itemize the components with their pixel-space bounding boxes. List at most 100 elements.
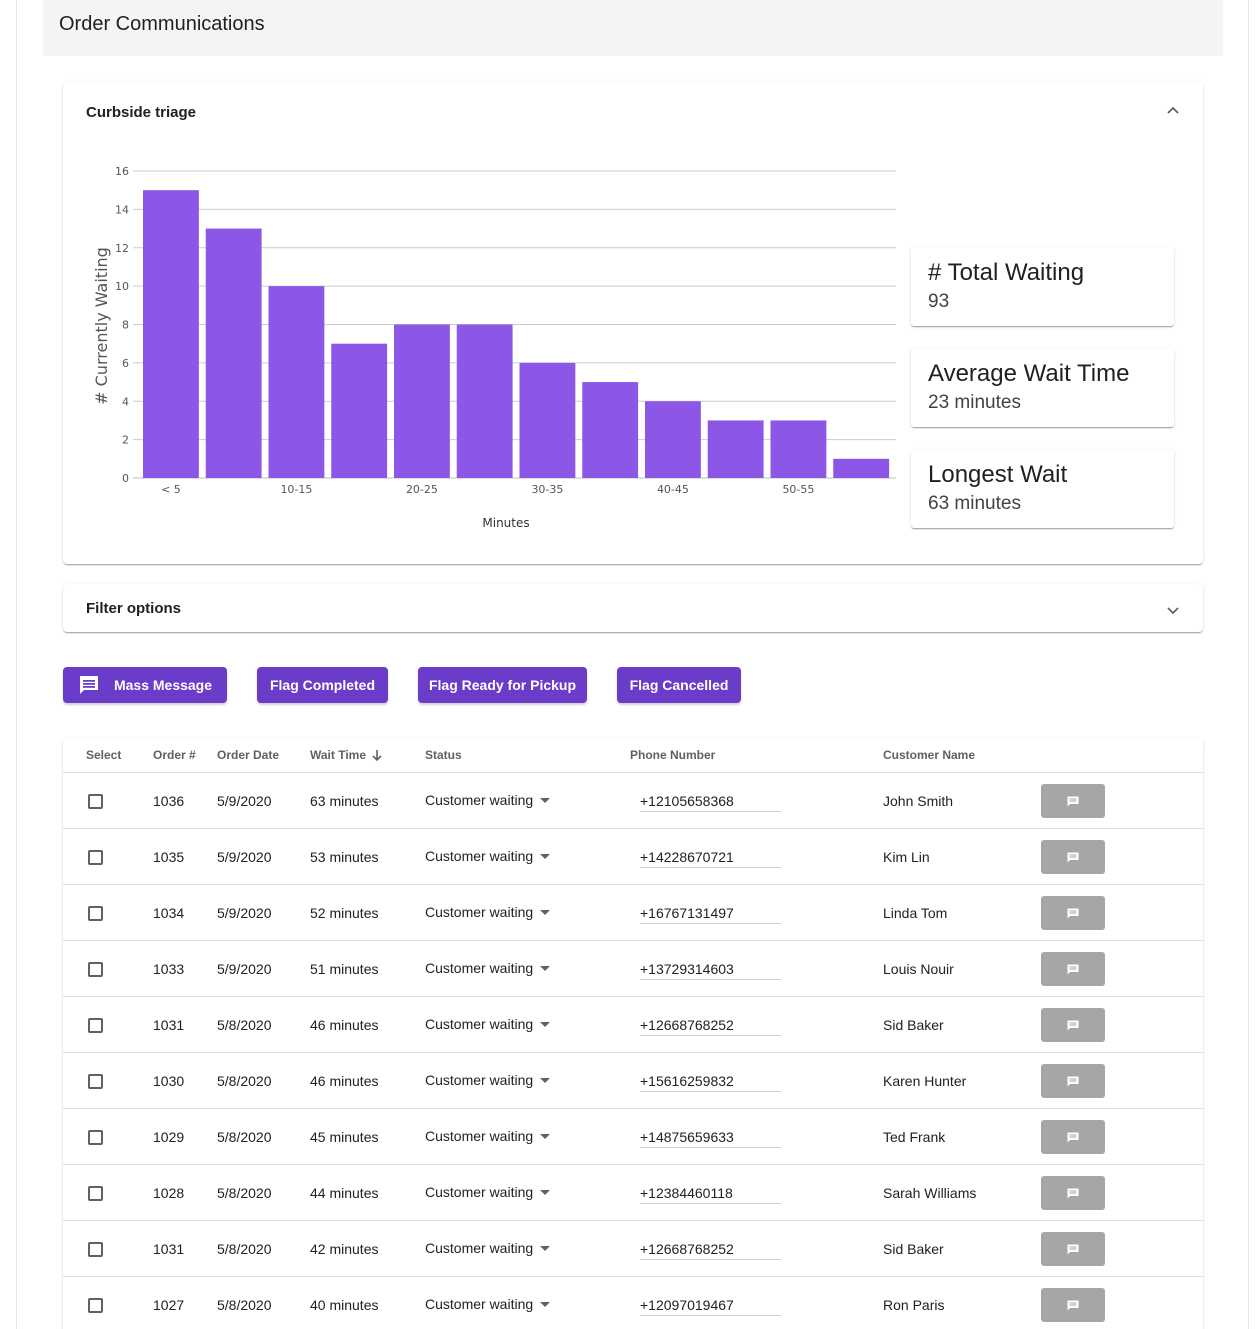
chart-bar	[331, 343, 388, 478]
row-select-checkbox[interactable]	[88, 1130, 103, 1145]
header-order[interactable]: Order #	[153, 748, 196, 762]
y-tick-label: 4	[122, 395, 129, 408]
chart-bar	[456, 324, 513, 478]
stat-total-waiting-value: 93	[928, 291, 950, 312]
flag-ready-button[interactable]: Flag Ready for Pickup	[418, 667, 587, 703]
x-tick-label: 20-25	[406, 483, 438, 496]
send-message-button[interactable]	[1041, 1120, 1105, 1154]
header-customer[interactable]: Customer Name	[883, 748, 976, 762]
y-tick-label: 10	[115, 280, 129, 293]
chart-x-axis-label: Minutes	[482, 516, 529, 530]
header-status[interactable]: Status	[425, 748, 462, 762]
table-row: 1036 5/9/2020 63 minutes Customer waiting Jo…	[63, 773, 1203, 829]
x-tick-label: 30-35	[531, 483, 563, 496]
order-date: 5/8/2020	[217, 1017, 272, 1033]
mass-message-button[interactable]: Mass Message	[63, 667, 227, 703]
wait-time: 52 minutes	[310, 905, 379, 921]
phone-number-input[interactable]	[640, 846, 781, 868]
row-select-checkbox[interactable]	[88, 1018, 103, 1033]
status-dropdown[interactable]: Customer waiting	[425, 1128, 551, 1144]
table-header-divider	[63, 772, 1203, 773]
filter-options-panel[interactable]: Filter options	[63, 584, 1203, 632]
phone-number-input[interactable]	[640, 1126, 781, 1148]
status-dropdown[interactable]: Customer waiting	[425, 792, 551, 808]
phone-number-input[interactable]	[640, 1014, 781, 1036]
stat-average-wait-label: Average Wait Time	[928, 360, 1130, 387]
phone-number-input[interactable]	[640, 1070, 781, 1092]
dropdown-arrow-icon	[540, 1022, 551, 1027]
order-number: 1036	[153, 793, 185, 809]
chevron-up-icon[interactable]	[1165, 102, 1181, 118]
message-icon	[1067, 852, 1079, 862]
order-number: 1028	[153, 1185, 185, 1201]
send-message-button[interactable]	[1041, 1176, 1105, 1210]
status-dropdown[interactable]: Customer waiting	[425, 1016, 551, 1032]
y-tick-label: 12	[115, 242, 129, 255]
send-message-button[interactable]	[1041, 1232, 1105, 1266]
row-select-checkbox[interactable]	[88, 1074, 103, 1089]
table-row: 1029 5/8/2020 45 minutes Customer waiting Te…	[63, 1109, 1203, 1165]
header-order-date[interactable]: Order Date	[217, 748, 280, 762]
phone-number-input[interactable]	[640, 1182, 781, 1204]
status-dropdown[interactable]: Customer waiting	[425, 1240, 551, 1256]
phone-number-input[interactable]	[640, 790, 781, 812]
row-select-checkbox[interactable]	[88, 906, 103, 921]
wait-time: 45 minutes	[310, 1129, 379, 1145]
status-value: Customer waiting	[425, 792, 534, 808]
chart-bar	[770, 420, 827, 478]
chart-bar	[582, 382, 639, 478]
order-number: 1033	[153, 961, 185, 977]
customer-name: Karen Hunter	[883, 1073, 967, 1089]
send-message-button[interactable]	[1041, 1064, 1105, 1098]
customer-name: Sid Baker	[883, 1017, 944, 1033]
chart-bar	[707, 420, 764, 478]
flag-cancelled-button[interactable]: Flag Cancelled	[617, 667, 741, 703]
row-select-checkbox[interactable]	[88, 794, 103, 809]
message-icon	[1067, 1300, 1079, 1310]
table-row: 1030 5/8/2020 46 minutes Customer waiting Ka…	[63, 1053, 1203, 1109]
status-dropdown[interactable]: Customer waiting	[425, 904, 551, 920]
chevron-down-icon[interactable]	[1165, 602, 1181, 618]
send-message-button[interactable]	[1041, 1008, 1105, 1042]
row-select-checkbox[interactable]	[88, 1242, 103, 1257]
row-select-checkbox[interactable]	[88, 850, 103, 865]
phone-number-input[interactable]	[640, 902, 781, 924]
send-message-button[interactable]	[1041, 1288, 1105, 1322]
row-select-checkbox[interactable]	[88, 1298, 103, 1313]
order-date: 5/8/2020	[217, 1073, 272, 1089]
phone-number-input[interactable]	[640, 1238, 781, 1260]
send-message-button[interactable]	[1041, 952, 1105, 986]
message-icon	[1067, 796, 1079, 806]
status-dropdown[interactable]: Customer waiting	[425, 1296, 551, 1312]
mass-message-label: Mass Message	[113, 677, 213, 693]
table-row: 1033 5/9/2020 51 minutes Customer waiting Lo…	[63, 941, 1203, 997]
message-icon	[1067, 1132, 1079, 1142]
page-title: Order Communications	[59, 13, 265, 35]
send-message-button[interactable]	[1041, 896, 1105, 930]
header-phone[interactable]: Phone Number	[630, 748, 716, 762]
dropdown-arrow-icon	[540, 966, 551, 971]
order-date: 5/8/2020	[217, 1297, 272, 1313]
dropdown-arrow-icon	[540, 798, 551, 803]
send-message-button[interactable]	[1041, 840, 1105, 874]
phone-number-input[interactable]	[640, 958, 781, 980]
wait-time: 44 minutes	[310, 1185, 379, 1201]
flag-completed-button[interactable]: Flag Completed	[257, 667, 388, 703]
header-wait-time[interactable]: Wait Time	[310, 748, 383, 762]
phone-number-input[interactable]	[640, 1294, 781, 1316]
sort-descending-icon[interactable]	[371, 749, 383, 762]
x-tick-label: 40-45	[657, 483, 689, 496]
page-frame-right	[1248, 0, 1249, 1329]
x-tick-label: 10-15	[280, 483, 312, 496]
send-message-button[interactable]	[1041, 784, 1105, 818]
status-dropdown[interactable]: Customer waiting	[425, 1072, 551, 1088]
row-select-checkbox[interactable]	[88, 962, 103, 977]
status-dropdown[interactable]: Customer waiting	[425, 1184, 551, 1200]
status-dropdown[interactable]: Customer waiting	[425, 848, 551, 864]
chart-bar	[143, 190, 199, 478]
row-select-checkbox[interactable]	[88, 1186, 103, 1201]
customer-name: Ron Paris	[883, 1297, 945, 1313]
status-dropdown[interactable]: Customer waiting	[425, 960, 551, 976]
customer-name: John Smith	[883, 793, 954, 809]
chart-bar	[205, 228, 262, 478]
